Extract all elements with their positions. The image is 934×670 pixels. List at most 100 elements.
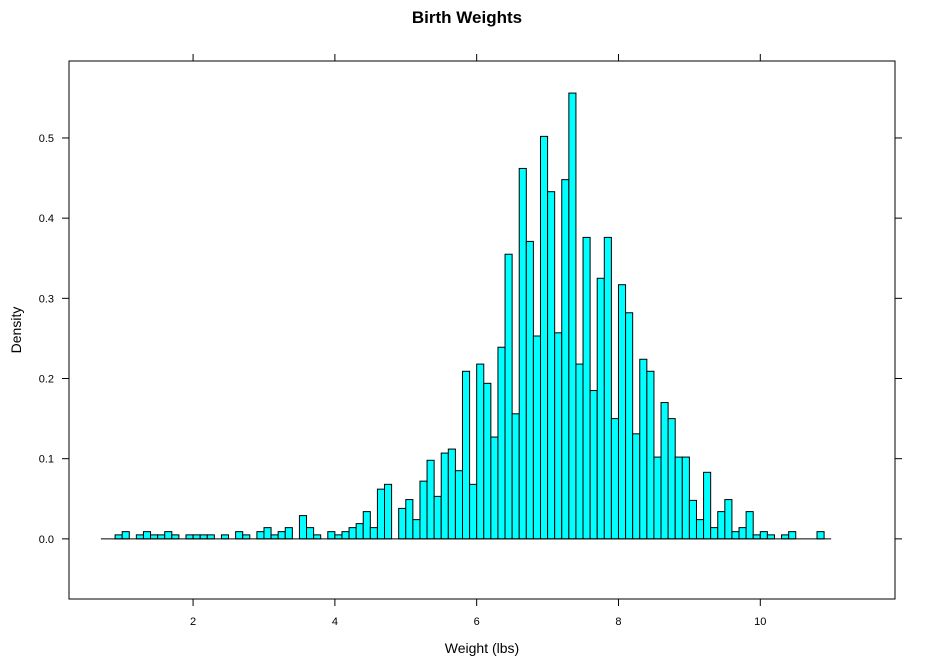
histogram-bar — [334, 534, 343, 540]
histogram-bar — [625, 312, 634, 540]
histogram-bar — [781, 534, 790, 540]
x-tick-label: 10 — [754, 616, 766, 628]
histogram-bar — [504, 253, 513, 540]
y-axis-label: Density — [8, 307, 24, 354]
histogram-bar — [313, 534, 322, 540]
histogram-bar — [617, 284, 627, 540]
histogram-bar — [256, 531, 265, 540]
histogram-bar — [660, 402, 669, 540]
histogram-bar — [263, 527, 272, 540]
histogram-bar — [731, 531, 740, 540]
histogram-bar — [142, 531, 152, 540]
histogram-bar — [788, 531, 797, 540]
histogram-bar — [703, 471, 712, 540]
histogram-bar — [632, 433, 641, 540]
histogram-bar — [738, 527, 747, 540]
histogram-bar — [412, 519, 421, 540]
x-tick-label: 2 — [190, 616, 196, 628]
y-axis-ticks: 0.0 0.1 0.2 0.3 0.4 0.5 — [39, 133, 902, 546]
histogram-bar — [525, 240, 534, 540]
histogram-bar — [582, 236, 591, 540]
histogram-bar — [766, 534, 775, 540]
histogram-bar — [490, 436, 499, 540]
histogram-bar — [547, 191, 556, 540]
histogram-bar — [469, 483, 478, 540]
histogram-bar — [376, 488, 386, 540]
histogram-bar — [150, 534, 159, 540]
histogram-bar — [384, 483, 393, 540]
histogram-bar — [447, 448, 456, 540]
histogram-bar — [114, 534, 123, 540]
histogram-bar — [610, 418, 619, 540]
histogram-bar — [653, 456, 662, 540]
histogram-bar — [539, 135, 549, 540]
histogram-bar — [440, 452, 449, 540]
y-tick-label: 0.3 — [39, 293, 54, 305]
histogram-bar — [242, 534, 251, 540]
histogram-bar — [603, 236, 612, 540]
x-tick-label: 6 — [474, 616, 480, 628]
histogram-bar — [121, 531, 130, 540]
y-tick-label: 0.5 — [39, 133, 54, 145]
histogram-bar — [462, 370, 471, 540]
histogram-bar — [419, 480, 428, 540]
y-tick-label: 0.2 — [39, 374, 54, 386]
histogram-bar — [220, 534, 230, 540]
histogram-bar — [433, 495, 442, 540]
histogram-bar — [511, 413, 520, 540]
histogram-bar — [355, 523, 364, 540]
histogram-bar — [745, 511, 754, 540]
histogram-bar — [298, 515, 308, 540]
x-axis-label: Weight (lbs) — [445, 640, 519, 656]
histogram-bar — [554, 332, 563, 540]
chart-title: Birth Weights — [412, 8, 522, 27]
histogram-bar — [667, 418, 676, 540]
plot-frame — [68, 60, 896, 600]
y-tick-label: 0.1 — [39, 454, 54, 466]
x-axis-ticks: 2 4 6 8 10 — [190, 54, 766, 628]
histogram-bar — [348, 527, 357, 540]
histogram-bar — [369, 527, 378, 540]
histogram-bar — [426, 459, 435, 540]
histogram-bar — [398, 507, 407, 540]
y-tick-label: 0.4 — [39, 213, 54, 225]
histogram-bar — [405, 499, 414, 540]
histogram-bar — [277, 531, 286, 540]
bars-group — [114, 92, 825, 540]
histogram-bar — [752, 534, 761, 540]
histogram-bar — [518, 167, 527, 540]
histogram-bar — [157, 534, 166, 540]
histogram-bar — [199, 534, 208, 540]
histogram-bar — [724, 499, 733, 540]
histogram-bar — [206, 534, 215, 540]
histogram-bar — [646, 370, 655, 540]
histogram-bar — [816, 531, 825, 540]
histogram-bar — [639, 358, 648, 540]
histogram-bar — [362, 511, 371, 540]
histogram-bar — [681, 456, 690, 540]
x-tick-label: 8 — [615, 616, 621, 628]
histogram-bar — [532, 335, 541, 540]
histogram-bar — [284, 527, 293, 540]
histogram-bar — [483, 382, 492, 540]
histogram-bar — [454, 470, 464, 540]
y-tick-label: 0.0 — [39, 534, 54, 546]
histogram-bar — [688, 499, 697, 540]
histogram-bar — [164, 531, 173, 540]
histogram-bar — [575, 363, 584, 540]
histogram-bar — [497, 346, 506, 540]
histogram-bar — [717, 511, 726, 540]
histogram-bar — [185, 534, 194, 540]
histogram-bar — [135, 534, 144, 540]
histogram-bar — [235, 531, 244, 540]
histogram-bar — [341, 531, 350, 540]
histogram-bar — [695, 519, 705, 540]
histogram-bar — [270, 534, 279, 540]
histogram-bar — [306, 527, 315, 540]
histogram-bar — [476, 363, 485, 540]
histogram-bar — [561, 179, 570, 540]
x-tick-label: 4 — [332, 616, 338, 628]
histogram-bar — [589, 390, 598, 540]
histogram-bar — [674, 456, 683, 540]
